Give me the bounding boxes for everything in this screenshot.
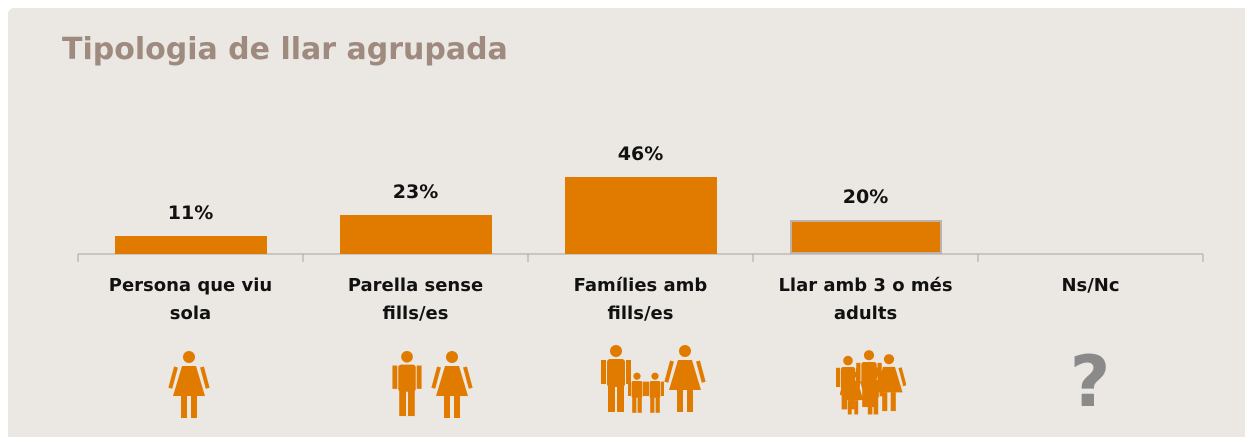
bar [114,235,267,254]
bar [339,215,492,254]
x-tick-label: Famílies amb fills/es [573,275,708,324]
x-tick-label: Ns/Nc [1061,275,1120,296]
chart-title: Tipologia de llar agrupada [62,32,508,67]
data-label: 23% [392,181,439,204]
x-tick-label: Llar amb 3 o més adults [778,275,953,324]
data-label: 46% [617,142,664,165]
bar [564,176,717,254]
x-tick-label: Parella sense fills/es [347,275,484,324]
question-icon: ? [1070,341,1111,423]
icons [168,345,906,418]
data-label: 20% [842,186,889,209]
data-label: 11% [167,201,214,224]
bar [789,220,942,254]
x-tick-label: Persona que viu sola [108,275,273,324]
